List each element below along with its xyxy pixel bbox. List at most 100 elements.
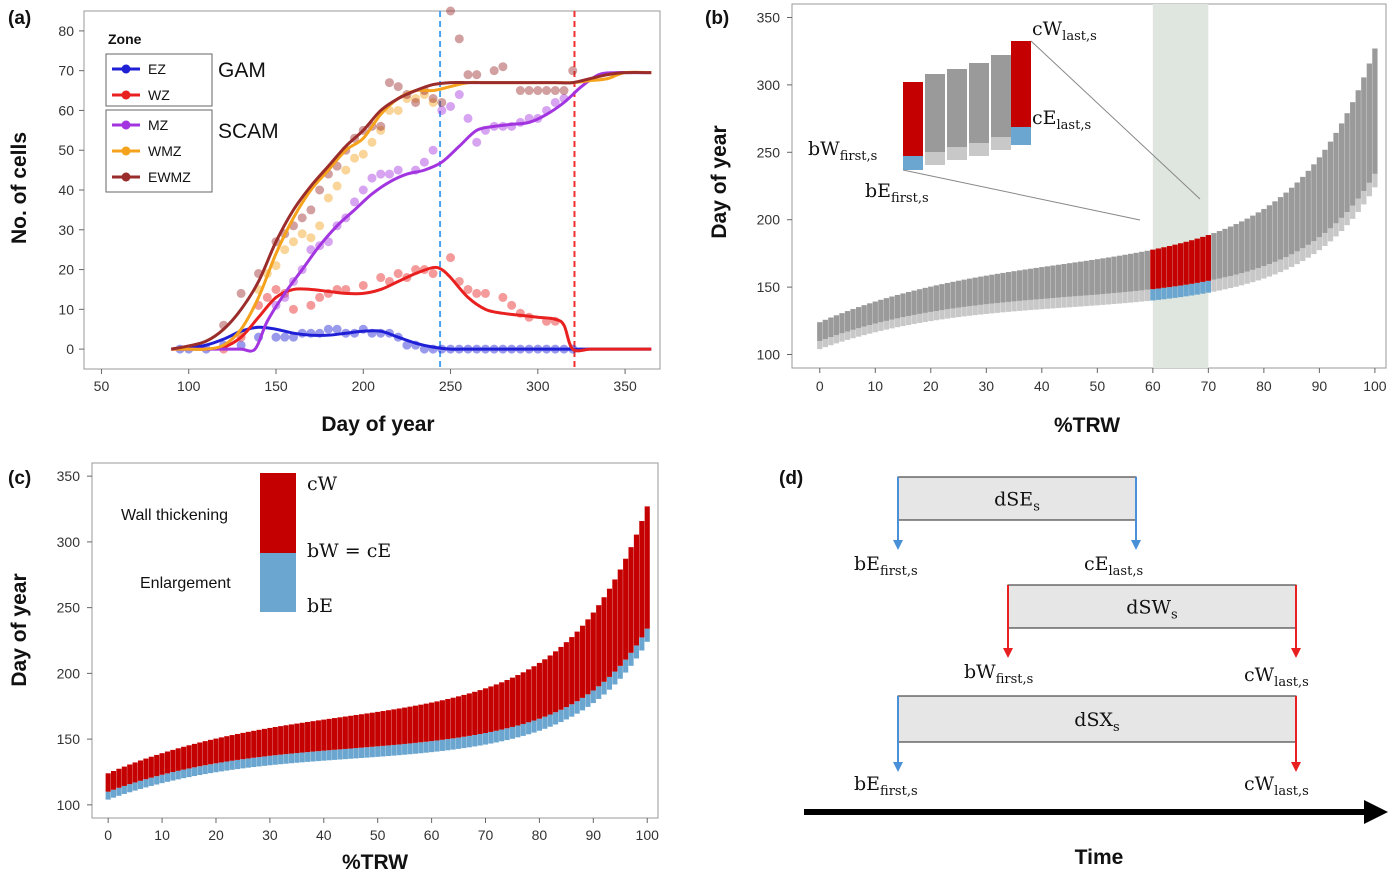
panel-b-bar-wall [1044, 266, 1051, 299]
panel-a-point-WMZ [350, 153, 360, 163]
panel-b-bar-enlargement [1133, 290, 1139, 303]
inset-bar-enlargement [991, 137, 1011, 150]
panel-c-bar-enlargement [332, 749, 338, 760]
panel-b-xtick-label: 40 [1034, 378, 1050, 394]
panel-a-point-WZ [358, 280, 368, 290]
panel-c-bar-wall [461, 694, 467, 737]
panel-b-bar-enlargement [961, 306, 967, 317]
panel-b-bar-wall [1150, 249, 1156, 290]
panel-c-bar-enlargement [197, 766, 203, 776]
diagram-left-label-sub: first,s [880, 564, 918, 579]
diagram-right-arrowhead-icon [1291, 648, 1301, 658]
panel-a-point-EWMZ [454, 34, 464, 44]
panel-a-point-EWMZ [306, 205, 316, 215]
panel-c-bar-enlargement [348, 748, 354, 759]
panel-c-bar-enlargement [488, 731, 494, 744]
diagram-box-label-dse: dSEs [994, 489, 1040, 515]
panel-b-bar-enlargement [1005, 301, 1012, 312]
panel-c-bar-enlargement [164, 773, 171, 782]
panel-b-bar-wall [1211, 233, 1217, 280]
panel-c-bar-wall [218, 737, 224, 763]
panel-a-point-WMZ [393, 105, 403, 115]
panel-c-bar-wall [569, 637, 575, 705]
panel-a-point-EZ [332, 324, 342, 334]
panel-b-bar-enlargement [1350, 205, 1356, 219]
panel-a-point-EWMZ [428, 94, 438, 104]
panel-c-bar-enlargement [256, 757, 262, 767]
panel-b-bar-wall [1305, 170, 1311, 245]
panel-b-bar-enlargement [1172, 286, 1178, 298]
panel-b-bar-enlargement [1139, 290, 1145, 302]
panel-c-bar-enlargement [294, 753, 300, 763]
panel-c-chart: 0 10 20 30 40 50 60 70 80 90 100 100 150 200 250 300 350… [8, 462, 659, 874]
panel-c-bar-enlargement [116, 787, 122, 796]
panel-b-bar-enlargement [900, 317, 906, 327]
panel-c-bar-enlargement [628, 652, 634, 666]
panel-c-bar-enlargement [558, 709, 564, 723]
panel-a-point-EWMZ [411, 97, 421, 107]
panel-b-bar-wall [1083, 260, 1089, 296]
panel-c-bar-enlargement [391, 744, 397, 756]
panel-c-bar-wall [493, 684, 499, 731]
panel-a-line-WZ [171, 265, 652, 353]
panel-a-point-WMZ [297, 229, 307, 239]
panel-c-bar-wall [509, 677, 516, 727]
panel-c-bar-wall [234, 733, 241, 760]
panel-c-bar-wall [121, 766, 127, 786]
panel-c-bar-wall [186, 745, 192, 769]
panel-b-bar-enlargement [967, 306, 973, 316]
panel-a-point-MZ [437, 105, 447, 115]
inset-bar-enlargement [969, 143, 989, 156]
diagram-left-label: bEfirst,s [854, 553, 918, 579]
diagram-right-label-base: cW [1244, 773, 1275, 795]
panel-b-bar-wall [1066, 263, 1073, 297]
panel-a-point-WMZ [376, 125, 386, 135]
panel-c-bar-enlargement [105, 791, 111, 800]
panel-b-bar-wall [1166, 245, 1173, 288]
panel-c-bar-wall [429, 702, 435, 742]
panel-c-bar-wall [315, 720, 321, 752]
panel-c-bar-wall [111, 770, 117, 790]
legend-enlargement-swatch [260, 553, 296, 612]
panel-b-bar-wall [1277, 197, 1284, 260]
panel-b-bar-enlargement [1061, 297, 1067, 308]
panel-a-point-EZ [271, 332, 281, 342]
panel-b-bar-enlargement [867, 325, 873, 334]
panel-c-bar-wall [132, 762, 138, 783]
panel-c-bar-wall [585, 619, 591, 695]
panel-b-bar-wall [1233, 224, 1239, 275]
panel-b-bar-wall [1078, 261, 1084, 296]
panel-c-bar-wall [283, 725, 289, 755]
panel-a-point-WMZ [419, 90, 429, 100]
panel-c-bar-wall [261, 728, 268, 757]
panel-c-bar-enlargement [466, 735, 472, 748]
diagram-left-label-sub: first,s [996, 672, 1034, 687]
panel-b-xtick-label: 30 [979, 378, 995, 394]
inset-label-cw-last-sub: last,s [1062, 29, 1097, 44]
diagram-box-dsx [897, 695, 1297, 743]
panel-c-bar-enlargement [315, 751, 321, 762]
panel-c-bar-wall [154, 754, 160, 777]
inset-label-be-first-sub: first,s [891, 191, 929, 206]
panel-c-bar-wall [590, 612, 596, 691]
panel-c-bar-wall [633, 534, 639, 646]
panel-c-bar-wall [504, 680, 510, 729]
diagram-right-label-sub: last,s [1274, 675, 1309, 690]
panel-b-bar-wall [861, 305, 867, 327]
panel-c-bar-enlargement [111, 789, 117, 798]
legend-title: Zone [108, 31, 142, 47]
panel-b-bar-enlargement [1272, 261, 1278, 275]
panel-b-bar-wall [839, 313, 845, 334]
panel-c-xtick-label: 20 [208, 827, 224, 843]
panel-b-bar-wall [1005, 272, 1012, 302]
legend-be: bE [307, 595, 333, 617]
panel-b-bar-wall [1189, 240, 1195, 284]
panel-c-bar-wall [170, 749, 176, 773]
panel-a-point-WZ [428, 269, 438, 279]
panel-c-bar-enlargement [137, 780, 144, 789]
panel-b-bar-enlargement [978, 304, 984, 315]
panel-c-bar-enlargement [218, 762, 224, 772]
panel-c-bar-wall [272, 727, 278, 756]
panel-c-bar-enlargement [542, 716, 548, 729]
